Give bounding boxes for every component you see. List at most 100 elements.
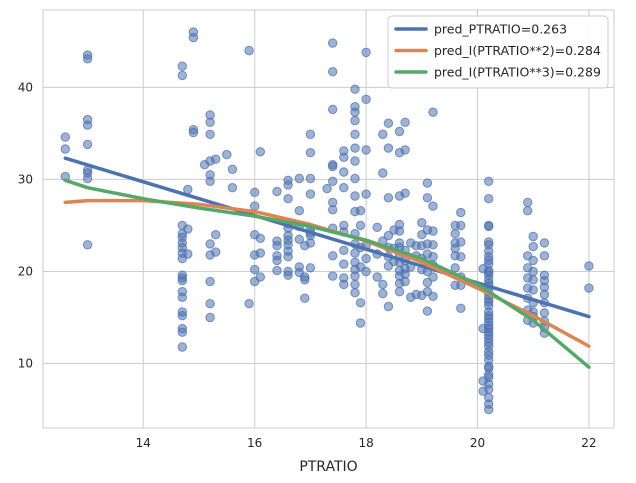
scatter-point: [328, 38, 338, 48]
scatter-point: [484, 194, 494, 204]
x-tick-label: 20: [470, 436, 485, 450]
scatter-point: [205, 312, 215, 323]
scatter-point: [272, 265, 282, 276]
scatter-point: [183, 249, 193, 259]
scatter-point: [355, 298, 366, 308]
scatter-point: [350, 84, 360, 94]
scatter-point: [305, 263, 316, 273]
scatter-point: [528, 241, 538, 252]
scatter-point: [394, 226, 405, 236]
scatter-point: [211, 247, 221, 257]
y-tick-label: 30: [18, 172, 33, 186]
scatter-point: [383, 143, 394, 153]
scatter-point: [355, 220, 366, 231]
scatter-point: [422, 178, 433, 188]
scatter-point: [177, 327, 188, 337]
scatter-point: [244, 299, 254, 309]
scatter-point: [294, 173, 304, 184]
scatter-point: [584, 261, 594, 271]
x-tick-label: 22: [581, 436, 596, 450]
scatter-point: [456, 252, 466, 262]
scatter-point: [428, 240, 438, 250]
scatter-point: [456, 237, 466, 247]
scatter-point: [60, 144, 71, 154]
scatter-point: [584, 283, 594, 293]
scatter-point: [177, 292, 188, 302]
scatter-point: [205, 117, 215, 128]
scatter-point: [350, 279, 360, 290]
scatter-point: [255, 147, 265, 157]
scatter-point: [400, 188, 410, 198]
scatter-point: [294, 206, 304, 216]
scatter-point: [205, 299, 215, 309]
scatter-point: [211, 230, 221, 240]
scatter-point: [361, 189, 371, 199]
scatter-point: [428, 252, 438, 262]
scatter-point: [211, 154, 221, 164]
scatter-point: [350, 115, 360, 126]
scatter-point: [205, 176, 215, 187]
scatter-point: [283, 194, 293, 204]
scatter-point: [294, 234, 304, 245]
scatter-point: [300, 275, 310, 285]
scatter-point: [478, 386, 488, 396]
scatter-point: [361, 145, 371, 155]
scatter-point: [60, 132, 71, 142]
scatter-point: [523, 197, 533, 208]
scatter-point: [272, 241, 282, 251]
scatter-point: [177, 311, 188, 321]
scatter-point: [350, 143, 360, 153]
scatter-point: [82, 139, 93, 150]
scatter-point: [428, 272, 438, 282]
scatter-point: [82, 54, 93, 64]
y-tick-label: 20: [18, 264, 33, 278]
scatter-point: [378, 279, 388, 290]
scatter-point: [422, 277, 433, 288]
scatter-point: [350, 191, 360, 201]
cubic-fit-line: [63, 178, 591, 369]
scatter-point: [82, 173, 93, 184]
scatter-point: [400, 145, 410, 155]
scatter-point: [361, 266, 371, 277]
y-axis-ticks: 10 20 30 40: [18, 80, 33, 370]
scatter-point: [422, 193, 433, 203]
legend-box: [387, 15, 609, 89]
scatter-point: [339, 167, 349, 177]
scatter-point: [528, 275, 538, 285]
scatter-point: [383, 118, 394, 128]
scatter-point: [528, 266, 538, 277]
scatter-point: [272, 255, 282, 266]
scatter-point: [227, 183, 238, 193]
scatter-point: [394, 126, 405, 137]
plot-frame: [42, 9, 615, 429]
scatter-point: [383, 301, 394, 312]
scatter-point: [372, 222, 382, 233]
scatter-point: [350, 156, 360, 166]
scatter-point: [305, 189, 316, 199]
scatter-point: [428, 201, 438, 211]
scatter-point: [378, 168, 388, 178]
scatter-point: [272, 186, 282, 197]
scatter-point: [305, 148, 316, 158]
scatter-point: [450, 229, 460, 239]
scatter-point: [539, 308, 550, 318]
scatter-point: [177, 276, 188, 286]
scatter-point: [539, 251, 550, 261]
scatter-point: [255, 272, 265, 282]
scatter-point: [322, 183, 332, 194]
scatter-point: [283, 180, 293, 190]
scatter-point: [422, 306, 433, 316]
scatter-point: [355, 206, 366, 216]
scatter-point: [539, 289, 550, 300]
x-tick-label: 16: [247, 436, 262, 450]
scatter-point: [350, 288, 360, 298]
scatter-point: [428, 226, 438, 236]
scatter-point: [350, 248, 360, 258]
scatter-point: [350, 173, 360, 184]
scatter-point: [383, 230, 394, 241]
scatter-point: [205, 276, 215, 287]
scatter-point: [450, 263, 460, 273]
scatter-point: [400, 276, 410, 287]
scatter-point: [328, 104, 338, 115]
